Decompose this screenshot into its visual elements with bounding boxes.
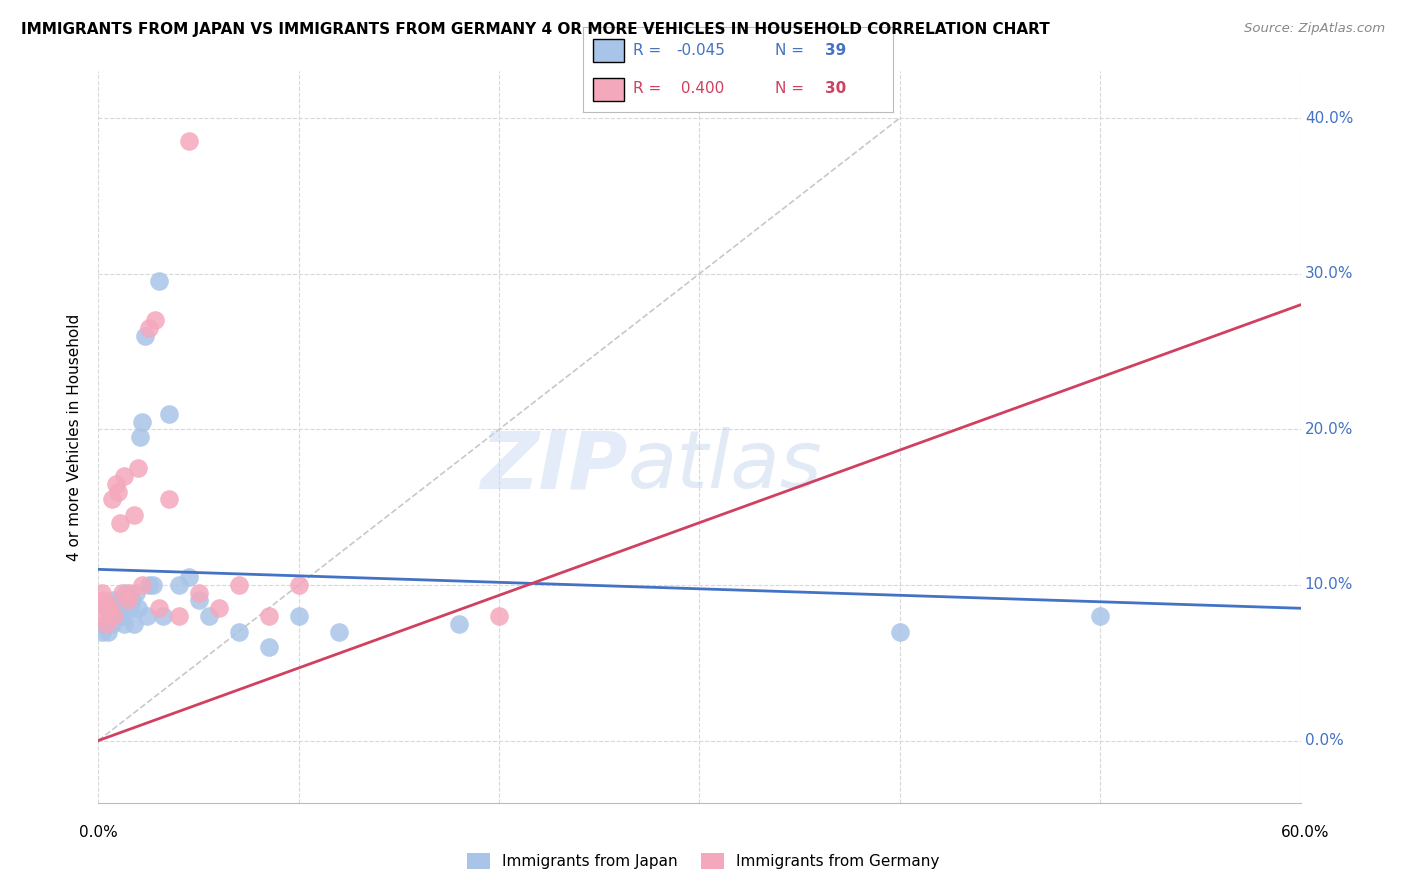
Point xyxy=(101,616,124,631)
Point xyxy=(197,609,219,624)
Point xyxy=(96,601,118,615)
Text: N =: N = xyxy=(775,43,804,58)
Point xyxy=(114,616,136,631)
Point xyxy=(124,508,146,522)
Point xyxy=(228,578,250,592)
Point xyxy=(177,570,200,584)
Point xyxy=(328,624,350,639)
Point xyxy=(187,593,209,607)
Point xyxy=(167,609,190,624)
Text: -0.045: -0.045 xyxy=(676,43,725,58)
Point xyxy=(257,640,280,655)
Text: ZIP: ZIP xyxy=(479,427,627,506)
Text: 60.0%: 60.0% xyxy=(1281,825,1329,839)
Point xyxy=(129,430,152,444)
Text: R =: R = xyxy=(633,81,661,96)
Point xyxy=(138,578,160,592)
Text: 0.400: 0.400 xyxy=(676,81,724,96)
Point xyxy=(103,593,125,607)
Point xyxy=(107,601,129,615)
Point xyxy=(131,578,153,592)
Point xyxy=(257,609,280,624)
Point xyxy=(131,415,153,429)
Point xyxy=(97,601,120,615)
Point xyxy=(134,329,156,343)
Point xyxy=(152,609,174,624)
Point xyxy=(228,624,250,639)
Point xyxy=(117,593,139,607)
Point xyxy=(138,321,160,335)
Point xyxy=(287,609,309,624)
Point xyxy=(889,624,911,639)
Point xyxy=(124,616,146,631)
Point xyxy=(141,578,163,592)
Text: 0.0%: 0.0% xyxy=(1305,733,1344,748)
Point xyxy=(110,516,132,530)
Text: IMMIGRANTS FROM JAPAN VS IMMIGRANTS FROM GERMANY 4 OR MORE VEHICLES IN HOUSEHOLD: IMMIGRANTS FROM JAPAN VS IMMIGRANTS FROM… xyxy=(21,22,1050,37)
Point xyxy=(101,492,124,507)
Text: 0.0%: 0.0% xyxy=(79,825,118,839)
Point xyxy=(103,609,125,624)
Point xyxy=(128,601,150,615)
Text: 30.0%: 30.0% xyxy=(1305,266,1353,281)
Point xyxy=(125,585,148,599)
Point xyxy=(121,593,143,607)
Text: 30: 30 xyxy=(825,81,846,96)
Text: 39: 39 xyxy=(825,43,846,58)
Point xyxy=(105,609,128,624)
Y-axis label: 4 or more Vehicles in Household: 4 or more Vehicles in Household xyxy=(67,313,83,561)
Point xyxy=(143,313,166,327)
Text: Source: ZipAtlas.com: Source: ZipAtlas.com xyxy=(1244,22,1385,36)
Text: atlas: atlas xyxy=(627,427,823,506)
Point xyxy=(128,461,150,475)
FancyBboxPatch shape xyxy=(593,38,624,62)
Text: R =: R = xyxy=(633,43,661,58)
Point xyxy=(93,593,115,607)
Point xyxy=(135,609,157,624)
Point xyxy=(167,578,190,592)
Point xyxy=(148,275,170,289)
Point xyxy=(114,469,136,483)
Point xyxy=(111,585,134,599)
Point xyxy=(187,585,209,599)
Point xyxy=(208,601,231,615)
Text: 20.0%: 20.0% xyxy=(1305,422,1353,437)
Point xyxy=(488,609,510,624)
Point xyxy=(111,609,134,624)
Point xyxy=(157,407,180,421)
Point xyxy=(148,601,170,615)
Point xyxy=(1088,609,1111,624)
Point xyxy=(110,593,132,607)
Point xyxy=(447,616,470,631)
Point xyxy=(105,476,128,491)
Point xyxy=(117,593,139,607)
Text: 40.0%: 40.0% xyxy=(1305,111,1353,126)
Text: N =: N = xyxy=(775,81,804,96)
Point xyxy=(120,601,142,615)
Point xyxy=(89,609,111,624)
Point xyxy=(287,578,309,592)
Point xyxy=(115,585,138,599)
FancyBboxPatch shape xyxy=(593,78,624,102)
Point xyxy=(93,616,115,631)
Text: 10.0%: 10.0% xyxy=(1305,577,1353,592)
Legend: Immigrants from Japan, Immigrants from Germany: Immigrants from Japan, Immigrants from G… xyxy=(461,847,945,875)
Point xyxy=(100,601,122,615)
Point xyxy=(157,492,180,507)
Point xyxy=(107,484,129,499)
Point xyxy=(100,609,122,624)
Point xyxy=(91,624,114,639)
Point xyxy=(96,616,118,631)
Point xyxy=(91,585,114,599)
Point xyxy=(97,624,120,639)
Point xyxy=(120,585,142,599)
Point xyxy=(177,135,200,149)
